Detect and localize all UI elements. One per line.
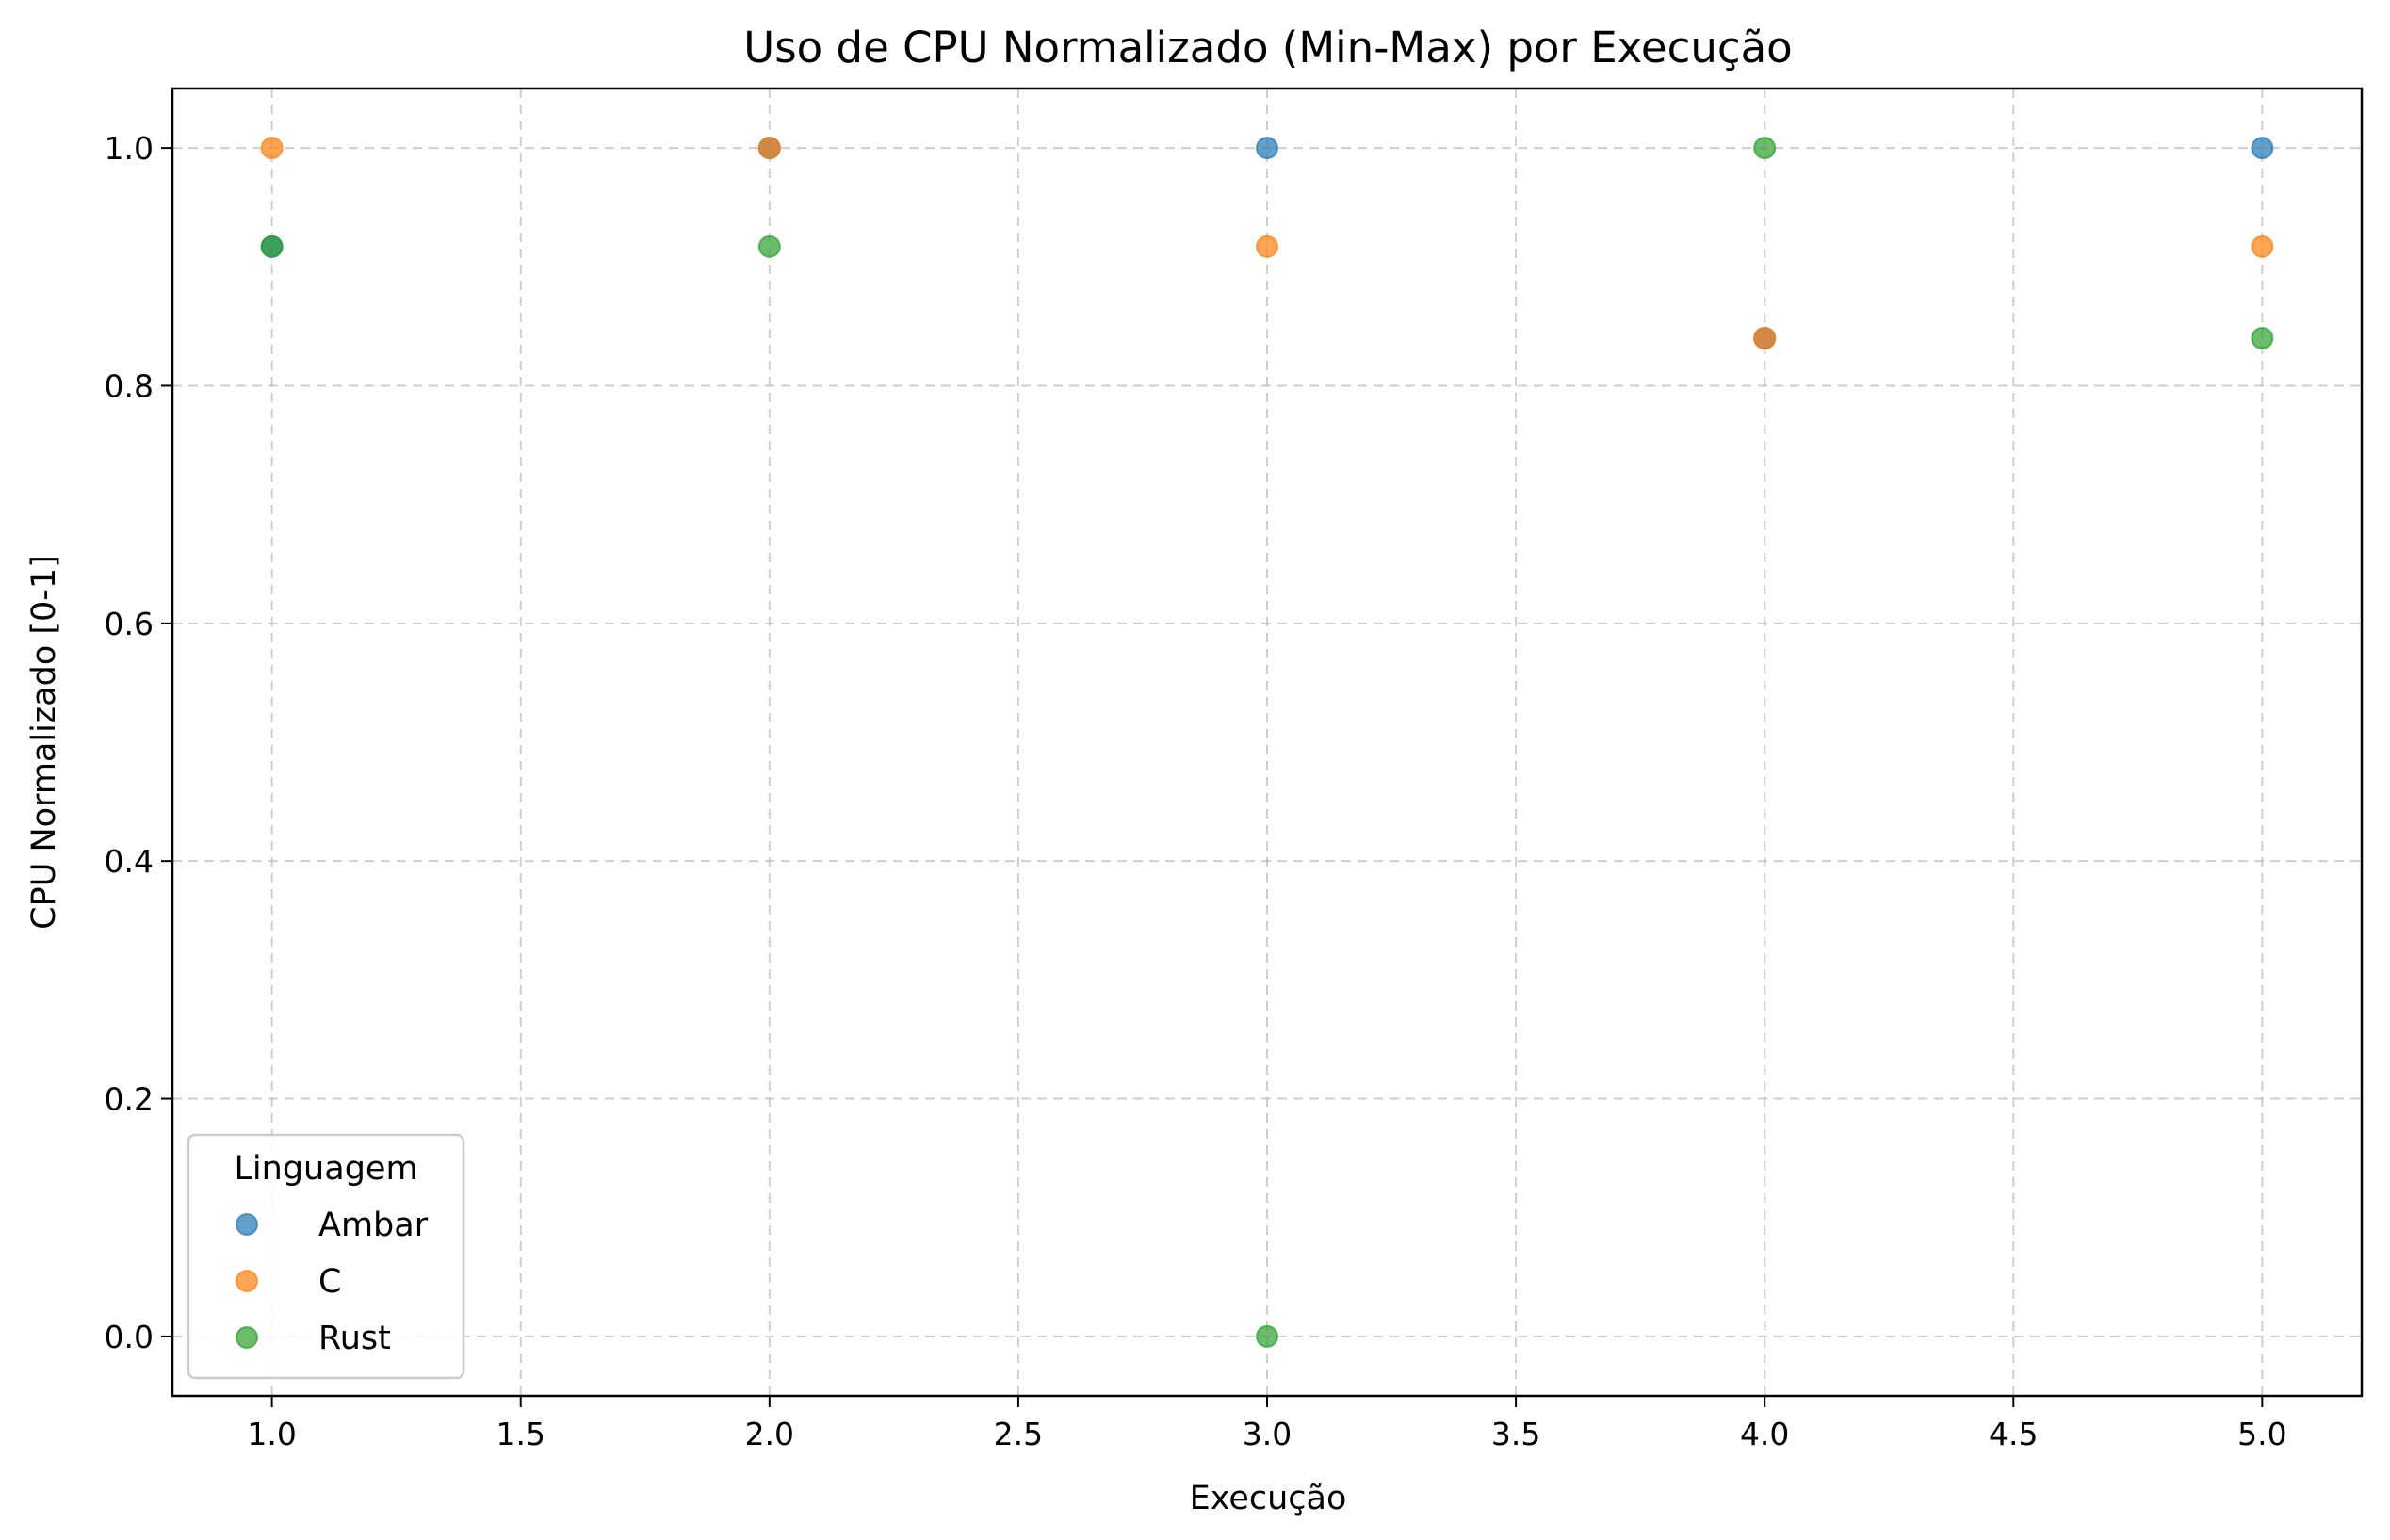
data-points <box>260 137 2274 1348</box>
y-axis-label: CPU Normalizado [0-1] <box>25 555 63 930</box>
data-point <box>1753 137 1777 160</box>
data-point <box>2251 137 2274 160</box>
x-tick-label: 5.0 <box>2237 1416 2286 1452</box>
chart-title: Uso de CPU Normalizado (Min-Max) por Exe… <box>743 23 1792 73</box>
x-tick-label: 2.5 <box>994 1416 1043 1452</box>
series-c <box>260 137 2274 349</box>
legend-label: Rust <box>318 1320 391 1357</box>
data-point <box>1256 137 1278 160</box>
legend: Linguagem Ambar C Rust <box>187 1133 465 1380</box>
x-tick-label: 1.0 <box>247 1416 296 1452</box>
legend-label: C <box>318 1263 341 1301</box>
y-tick-label: 0.2 <box>105 1081 154 1118</box>
data-point <box>1256 1324 1278 1348</box>
data-point <box>2251 235 2274 258</box>
legend-label: Ambar <box>318 1207 429 1244</box>
y-tick-label: 0.4 <box>105 843 154 880</box>
data-point <box>1753 326 1777 349</box>
data-point <box>2251 326 2274 349</box>
x-tick-label: 3.0 <box>1243 1416 1292 1452</box>
grid-lines <box>172 89 2362 1396</box>
series-rust <box>260 137 2274 1348</box>
y-tick-label: 0.0 <box>105 1319 154 1355</box>
legend-marker <box>236 1213 258 1236</box>
legend-marker <box>236 1270 258 1292</box>
data-point <box>757 137 781 160</box>
y-tick-label: 0.6 <box>105 606 154 642</box>
x-axis-label: Execução <box>1190 1480 1347 1517</box>
y-tick-label: 1.0 <box>105 130 154 167</box>
x-tick-label: 4.0 <box>1740 1416 1789 1452</box>
data-point <box>757 235 781 258</box>
data-point <box>260 137 284 160</box>
x-tick-label: 2.0 <box>745 1416 794 1452</box>
legend-marker <box>236 1326 258 1349</box>
x-tick-label: 1.5 <box>496 1416 545 1452</box>
legend-box <box>187 1133 465 1380</box>
x-tick-label: 3.5 <box>1491 1416 1540 1452</box>
x-tick-label: 4.5 <box>1989 1416 2038 1452</box>
legend-items: Ambar C Rust <box>236 1207 429 1357</box>
legend-title: Linguagem <box>234 1150 417 1188</box>
axis-ticks: 1.0 1.5 2.0 2.5 3.0 3.5 4.0 4.5 5.0 0.0 0.2 0.4 0.6 0… <box>105 130 2287 1452</box>
data-point <box>1256 235 1278 258</box>
y-tick-label: 0.8 <box>105 367 154 404</box>
data-point <box>260 235 284 258</box>
